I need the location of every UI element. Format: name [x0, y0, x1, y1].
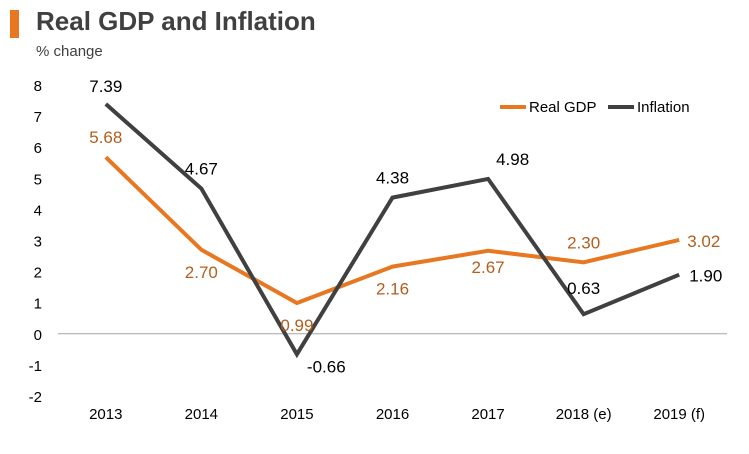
legend-real-gdp-label: Real GDP: [529, 99, 597, 116]
x-tick-label: 2018 (e): [556, 406, 612, 423]
inflation-data-label: 0.63: [567, 279, 600, 298]
chart-title: Real GDP and Inflation: [36, 6, 316, 36]
x-tick-label: 2013: [89, 406, 122, 423]
y-tick-label: 1: [34, 296, 42, 313]
real-gdp-data-label: 2.67: [472, 258, 505, 277]
y-tick-label: 2: [34, 265, 42, 282]
inflation-line: [104, 102, 680, 359]
inflation-data-label: 4.38: [376, 169, 409, 188]
real-gdp-line: [104, 155, 680, 306]
x-tick-label: 2019 (f): [653, 406, 705, 423]
real-gdp-data-label: 2.70: [185, 263, 218, 282]
y-tick-label: -1: [29, 358, 42, 375]
title-accent-bar: [10, 10, 19, 38]
real-gdp-data-label: 2.16: [376, 280, 409, 299]
inflation-data-label: 1.90: [689, 267, 722, 286]
y-tick-label: 6: [34, 140, 42, 157]
real-gdp-data-label: 2.30: [567, 233, 600, 252]
chart-subtitle: % change: [36, 43, 103, 60]
y-tick-label: -2: [29, 389, 42, 406]
x-tick-label: 2014: [185, 406, 218, 423]
y-tick-label: 8: [34, 78, 42, 95]
y-tick-label: 0: [34, 327, 42, 344]
x-tick-label: 2015: [280, 406, 313, 423]
real-gdp-data-label: 3.02: [687, 232, 720, 251]
real-gdp-data-label: 5.68: [89, 128, 122, 147]
inflation-data-label: 7.39: [89, 77, 122, 96]
real-gdp-data-label: 0.99: [280, 316, 313, 335]
inflation-data-label: -0.66: [307, 357, 346, 376]
inflation-data-label: 4.98: [496, 150, 529, 169]
inflation-data-label: 4.67: [185, 160, 218, 179]
x-tick-label: 2017: [471, 406, 504, 423]
x-tick-label: 2016: [376, 406, 409, 423]
y-tick-label: 7: [34, 109, 42, 126]
y-tick-label: 4: [34, 202, 42, 219]
y-tick-label: 3: [34, 234, 42, 251]
legend-inflation-label: Inflation: [637, 99, 690, 116]
y-tick-label: 5: [34, 171, 42, 188]
